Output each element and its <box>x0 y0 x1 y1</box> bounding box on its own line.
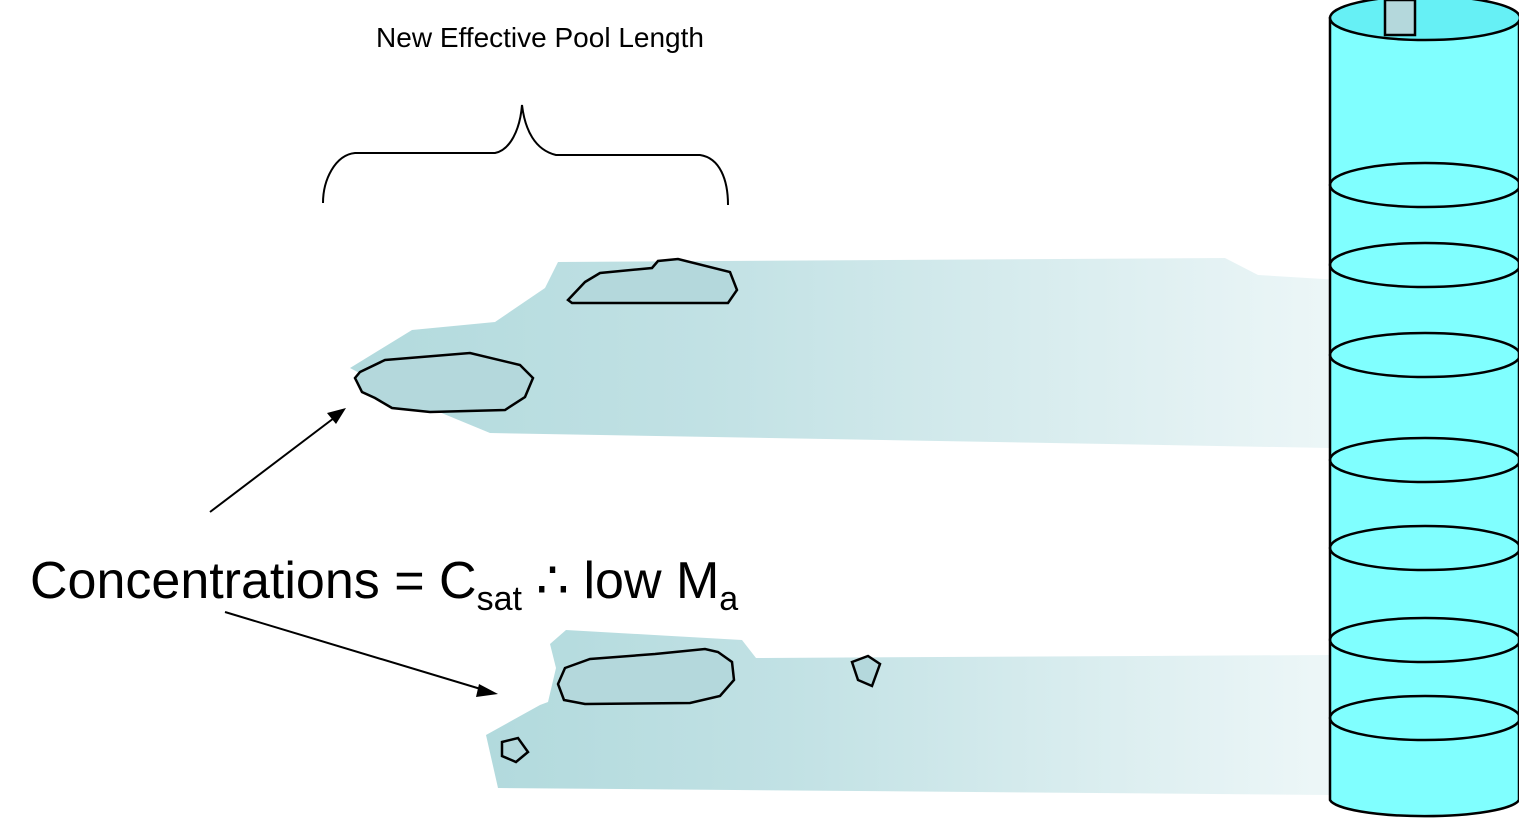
pipe <box>1385 0 1415 35</box>
page: New Effective Pool Length Concentrations… <box>0 0 1519 818</box>
diagram: New Effective Pool Length Concentrations… <box>0 0 1519 818</box>
subscript: sat <box>477 580 523 618</box>
title: New Effective Pool Length <box>376 22 704 53</box>
brace <box>323 105 728 205</box>
label-part: Concentrations = C <box>30 552 477 610</box>
plume <box>350 258 1360 448</box>
well-top <box>1330 0 1519 40</box>
arrow <box>210 418 334 512</box>
subscript: a <box>719 580 738 618</box>
arrow <box>225 612 484 690</box>
arrow-head <box>476 684 498 697</box>
label: Concentrations = Csat ∴ low Ma <box>30 552 738 618</box>
plume <box>486 630 1340 795</box>
pool <box>355 353 533 412</box>
label-part: ∴ low M <box>536 552 719 610</box>
